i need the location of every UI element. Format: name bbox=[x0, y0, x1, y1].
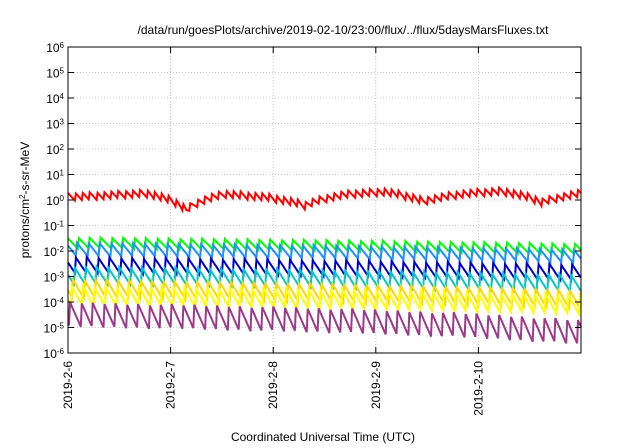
series-line bbox=[67, 301, 582, 344]
y-axis-label: protons/cm2-s-sr-MeV bbox=[18, 142, 33, 258]
y-tick-label: 106 bbox=[46, 41, 64, 56]
y-tick-label: 103 bbox=[46, 117, 64, 132]
y-axis-ticks: 106 105 104 103 102 101 100 10-1 10-2 10-3 10-4 10-… bbox=[44, 41, 581, 362]
x-tick-label: 2019-2-8 bbox=[266, 361, 280, 409]
x-axis-label: Coordinated Universal Time (UTC) bbox=[231, 430, 415, 444]
y-axis-label-tail: -s-sr-MeV bbox=[18, 142, 32, 195]
x-tick-label: 2019-2-10 bbox=[471, 361, 485, 416]
y-axis-label-main: protons/cm bbox=[18, 199, 32, 258]
y-tick-label: 10-3 bbox=[44, 270, 65, 285]
series-line bbox=[67, 276, 582, 312]
y-tick-label: 10-1 bbox=[44, 219, 65, 234]
y-tick-label: 10-4 bbox=[44, 296, 65, 311]
x-tick-label: 2019-2-6 bbox=[61, 361, 75, 409]
y-tick-label: 10-5 bbox=[44, 321, 65, 336]
y-tick-label: 104 bbox=[46, 92, 64, 107]
y-tick-label: 10-6 bbox=[44, 347, 65, 362]
series-group bbox=[67, 185, 582, 344]
y-axis-label-sup: 2 bbox=[18, 194, 27, 199]
chart-title: /data/run/goesPlots/archive/2019-02-10/2… bbox=[138, 23, 550, 37]
series-line bbox=[67, 240, 582, 266]
y-tick-label: 101 bbox=[46, 168, 64, 183]
y-tick-label: 105 bbox=[46, 66, 64, 81]
series-line bbox=[67, 263, 582, 295]
x-axis-ticks: 2019-2-6 2019-2-7 2019-2-8 2019-2-9 2019-2-1… bbox=[61, 47, 485, 416]
series-line bbox=[67, 282, 582, 318]
series-line bbox=[67, 185, 582, 214]
y-tick-label: 100 bbox=[46, 194, 64, 209]
x-tick-label: 2019-2-7 bbox=[164, 361, 178, 409]
y-tick-label: 10-2 bbox=[44, 245, 65, 260]
y-tick-label: 102 bbox=[46, 143, 64, 158]
x-tick-label: 2019-2-9 bbox=[369, 361, 383, 409]
